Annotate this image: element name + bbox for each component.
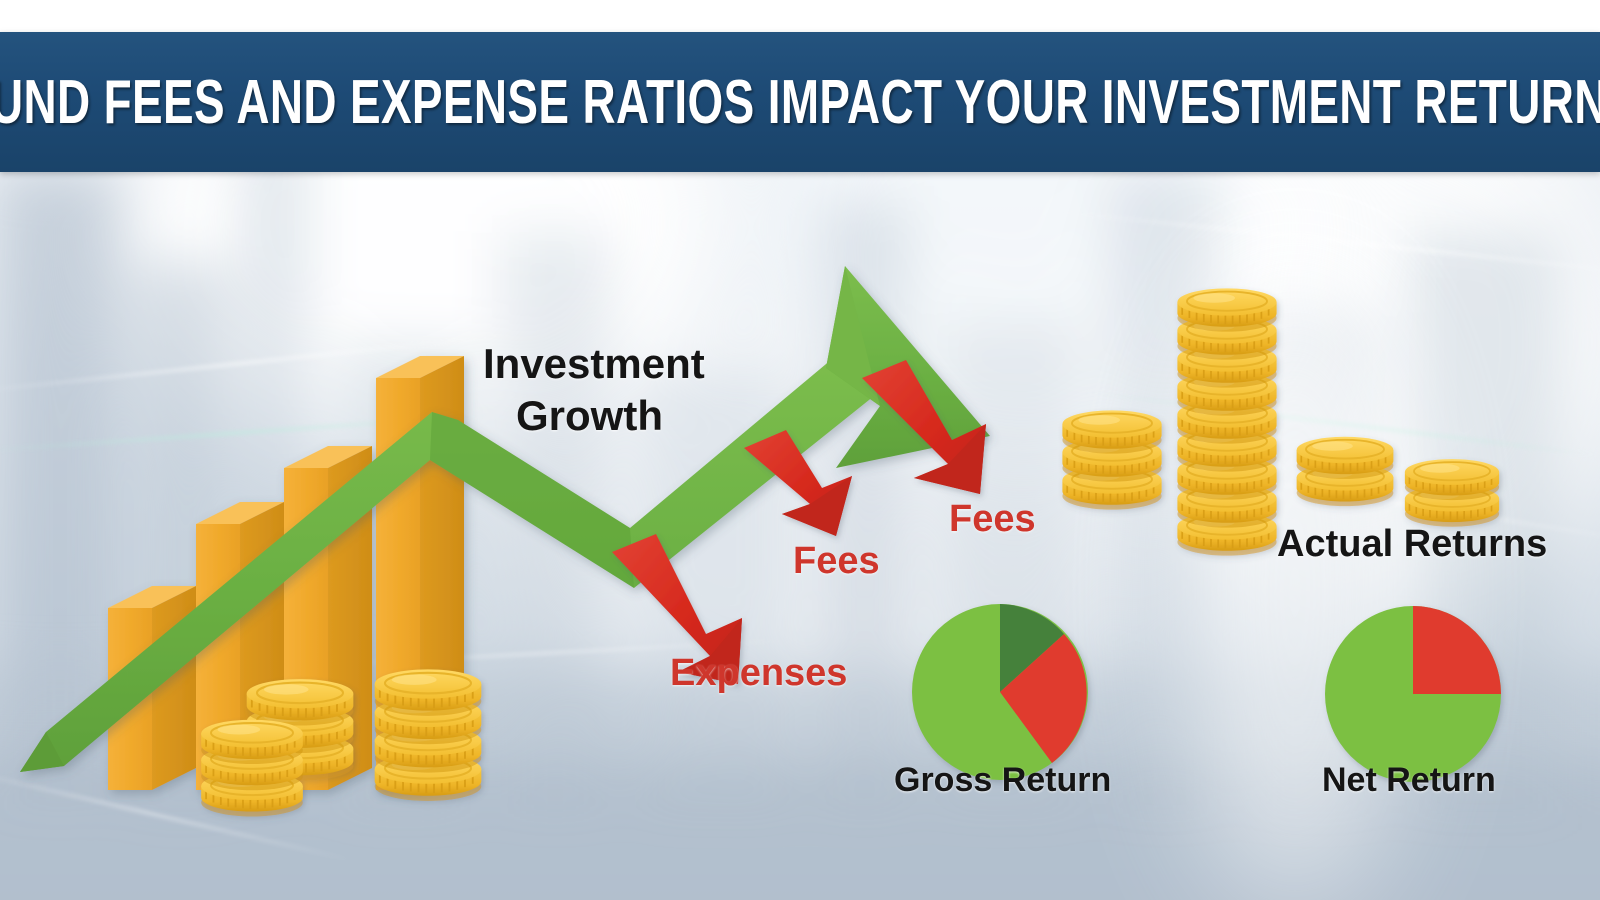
coin-stack-4 <box>1403 458 1501 528</box>
gross-return-pie-chart <box>912 604 1088 780</box>
title-banner: FUND FEES AND EXPENSE RATIOS IMPACT YOUR… <box>0 32 1600 172</box>
fees-lower-label: Fees <box>793 540 880 582</box>
investment-growth-label-line2: Growth <box>516 392 663 439</box>
net-return-label: Net Return <box>1322 761 1496 799</box>
coin-stack-1 <box>1061 409 1163 511</box>
fees-upper-arrow-icon <box>862 360 986 494</box>
gross-return-label: Gross Return <box>894 761 1112 799</box>
coin-stack-2 <box>1176 287 1278 557</box>
page-title: FUND FEES AND EXPENSE RATIOS IMPACT YOUR… <box>0 67 1600 137</box>
expenses-arrow-icon <box>612 534 742 684</box>
infographic-artwork <box>20 266 1501 818</box>
fees-lower-arrow-icon <box>744 430 852 536</box>
expenses-label: Expenses <box>670 652 848 694</box>
net-return-pie-chart <box>1325 606 1501 782</box>
actual-returns-label: Actual Returns <box>1277 523 1548 565</box>
coin-stack-3 <box>1295 435 1395 508</box>
actual-returns-coin-stacks <box>1061 287 1501 557</box>
top-white-strip <box>0 0 1600 32</box>
fees-upper-label: Fees <box>949 498 1036 540</box>
investment-growth-label-line1: Investment <box>483 340 705 387</box>
